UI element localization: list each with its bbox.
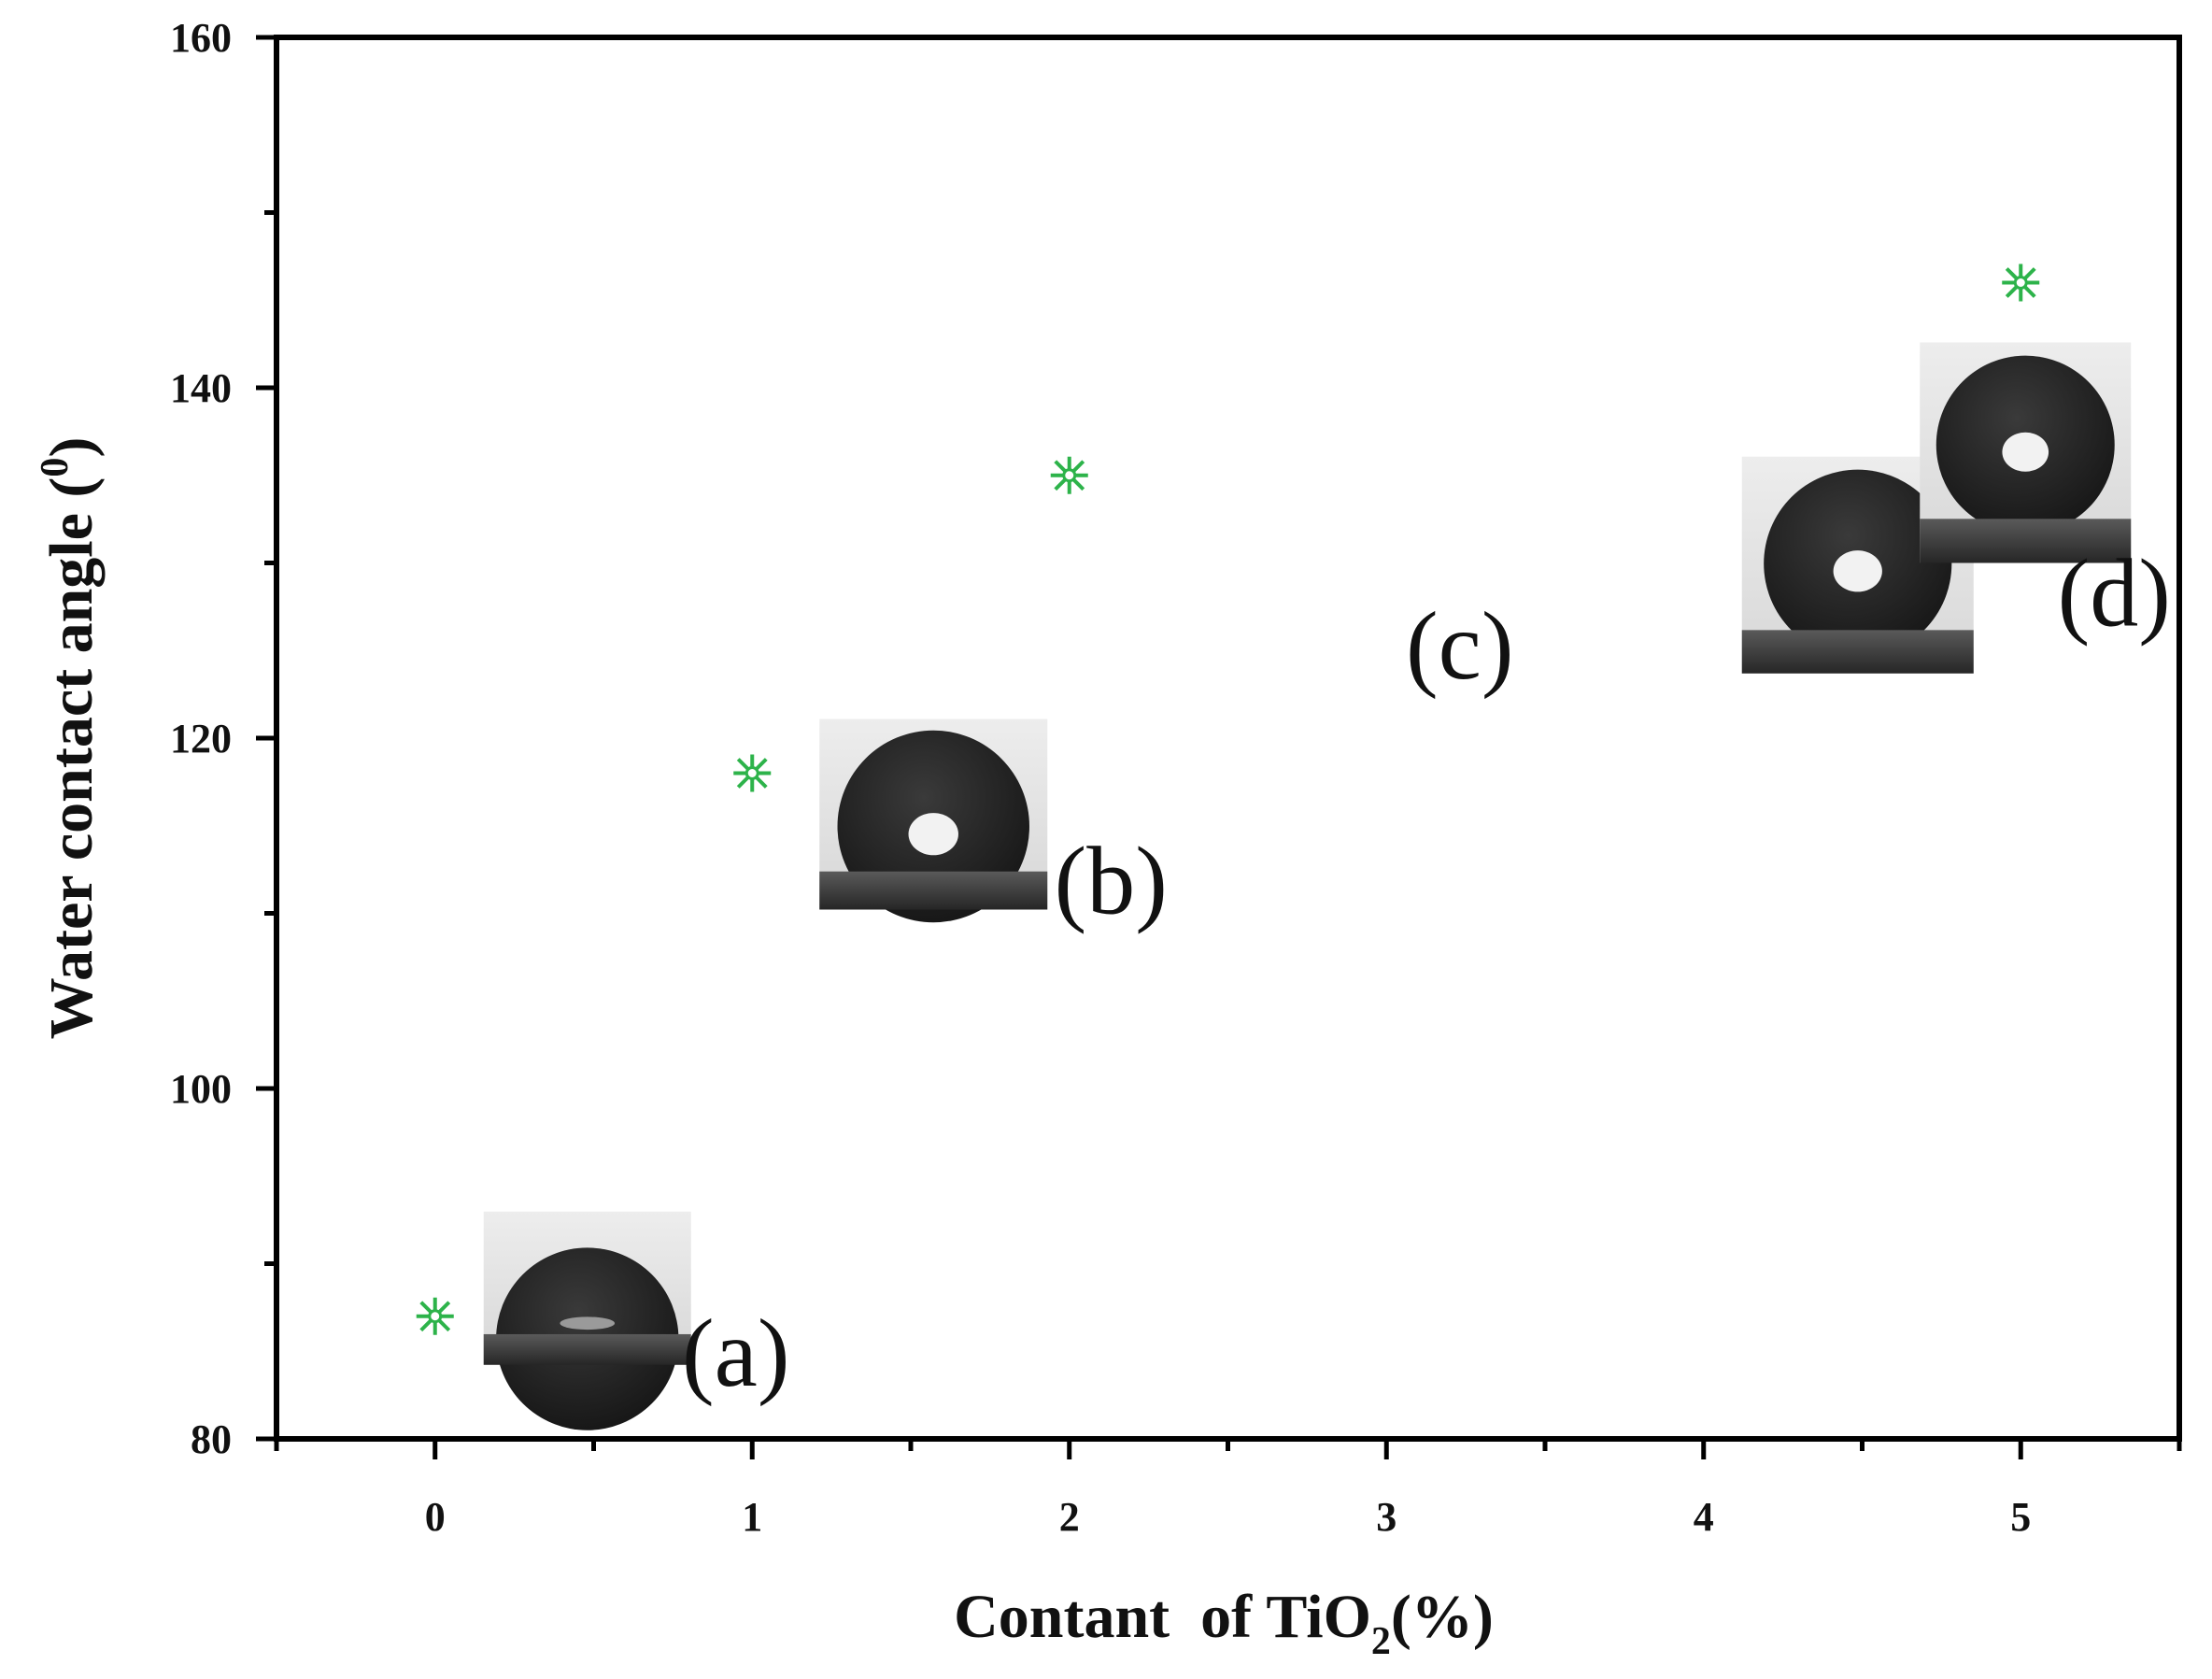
panel-label: (a) xyxy=(682,1300,789,1407)
x-tick-label: 5 xyxy=(2010,1494,2031,1540)
inset-substrate xyxy=(1741,630,1974,674)
y-tick-label: 100 xyxy=(170,1066,232,1112)
droplet-inset xyxy=(1920,342,2132,563)
droplet-inset xyxy=(483,1211,691,1430)
y-tick-label: 120 xyxy=(170,716,232,761)
panel-label: (c) xyxy=(1406,592,1513,700)
y-tick-label: 160 xyxy=(170,15,232,61)
panel-labels: (a) (b) (c) (d) xyxy=(682,540,2171,1407)
x-tick-label: 1 xyxy=(742,1494,762,1540)
inset-substrate xyxy=(819,871,1048,910)
droplet-inset xyxy=(819,719,1048,923)
x-tick-label: 3 xyxy=(1376,1494,1397,1540)
x-axis-title: Contant of TiO2(%) xyxy=(954,1583,1494,1663)
data-point-marker xyxy=(733,754,772,792)
x-tick-label: 0 xyxy=(425,1494,446,1540)
y-tick-label: 140 xyxy=(170,365,232,411)
droplet-highlight xyxy=(908,813,958,856)
inset-substrate xyxy=(483,1333,691,1365)
droplet-highlight xyxy=(560,1316,616,1330)
data-point-marker xyxy=(2002,263,2040,302)
inset-substrate xyxy=(1920,519,2132,563)
droplet-highlight xyxy=(1833,550,1882,592)
panel-label: (b) xyxy=(1055,828,1168,935)
x-axis-ticks: 0 1 2 3 4 5 xyxy=(274,1439,2182,1540)
data-point-marker xyxy=(1050,456,1088,494)
droplet-insets xyxy=(483,342,2132,1430)
y-axis-ticks: 80 100 120 140 160 xyxy=(170,15,276,1462)
panel-label: (d) xyxy=(2058,540,2171,647)
y-tick-label: 80 xyxy=(191,1416,232,1462)
x-tick-label: 2 xyxy=(1059,1494,1080,1540)
y-axis-title: Water contact angle (0) xyxy=(34,437,106,1040)
data-markers xyxy=(416,263,2040,1335)
data-point-marker xyxy=(416,1297,454,1335)
droplet-highlight xyxy=(2002,432,2049,472)
x-tick-label: 4 xyxy=(1694,1494,1714,1540)
